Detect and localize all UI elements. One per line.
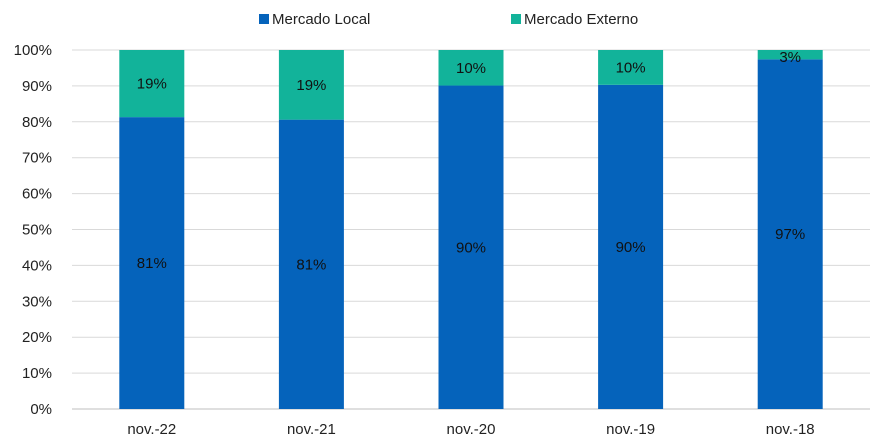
data-label: 81%: [296, 256, 326, 273]
legend-label: Mercado Local: [272, 11, 370, 28]
data-label: 3%: [779, 49, 801, 66]
bar-mercado-local-nov-20: [438, 85, 504, 409]
x-tick-label: nov.-21: [287, 421, 336, 438]
legend-swatch: [511, 14, 521, 24]
bar-mercado-local-nov-21: [278, 119, 344, 410]
data-labels: 81% 19% 81% 19% 90% 10% 90% 10% 97% 3%: [137, 49, 805, 273]
legend-label: Mercado Externo: [524, 11, 638, 28]
bar-mercado-externo-nov-19: [598, 50, 664, 85]
legend: Mercado Local Mercado Externo: [259, 11, 638, 28]
bar-mercado-local-nov-19: [598, 84, 664, 409]
y-tick-label: 40%: [22, 257, 52, 274]
data-label: 90%: [456, 239, 486, 256]
x-tick-label: nov.-22: [127, 421, 176, 438]
bar-mercado-local-nov-18: [757, 59, 823, 410]
y-tick-label: 70%: [22, 150, 52, 167]
y-tick-label: 90%: [22, 78, 52, 95]
y-tick-label: 50%: [22, 222, 52, 239]
data-label: 90%: [616, 239, 646, 256]
y-axis: 0% 10% 20% 30% 40% 50% 60% 70% 80% 90% 100%: [14, 42, 52, 418]
y-tick-label: 0%: [30, 401, 52, 418]
bar-mercado-externo-nov-20: [438, 50, 504, 86]
y-tick-label: 10%: [22, 365, 52, 382]
y-tick-label: 20%: [22, 329, 52, 346]
bars: [119, 50, 823, 410]
data-label: 19%: [296, 77, 326, 94]
x-tick-label: nov.-18: [766, 421, 815, 438]
bar-mercado-externo-nov-22: [119, 50, 185, 118]
x-tick-label: nov.-20: [447, 421, 496, 438]
x-axis: nov.-22 nov.-21 nov.-20 nov.-19 nov.-18: [127, 421, 814, 438]
data-label: 10%: [616, 59, 646, 76]
legend-swatch: [259, 14, 269, 24]
y-tick-label: 30%: [22, 293, 52, 310]
x-tick-label: nov.-19: [606, 421, 655, 438]
y-tick-label: 60%: [22, 186, 52, 203]
data-label: 97%: [775, 226, 805, 243]
bar-mercado-externo-nov-18: [757, 50, 823, 60]
y-tick-label: 80%: [22, 114, 52, 131]
data-label: 19%: [137, 76, 167, 93]
y-tick-label: 100%: [14, 42, 52, 59]
bar-mercado-externo-nov-21: [278, 50, 344, 120]
bar-mercado-local-nov-22: [119, 117, 185, 410]
data-label: 10%: [456, 60, 486, 77]
data-label: 81%: [137, 255, 167, 272]
